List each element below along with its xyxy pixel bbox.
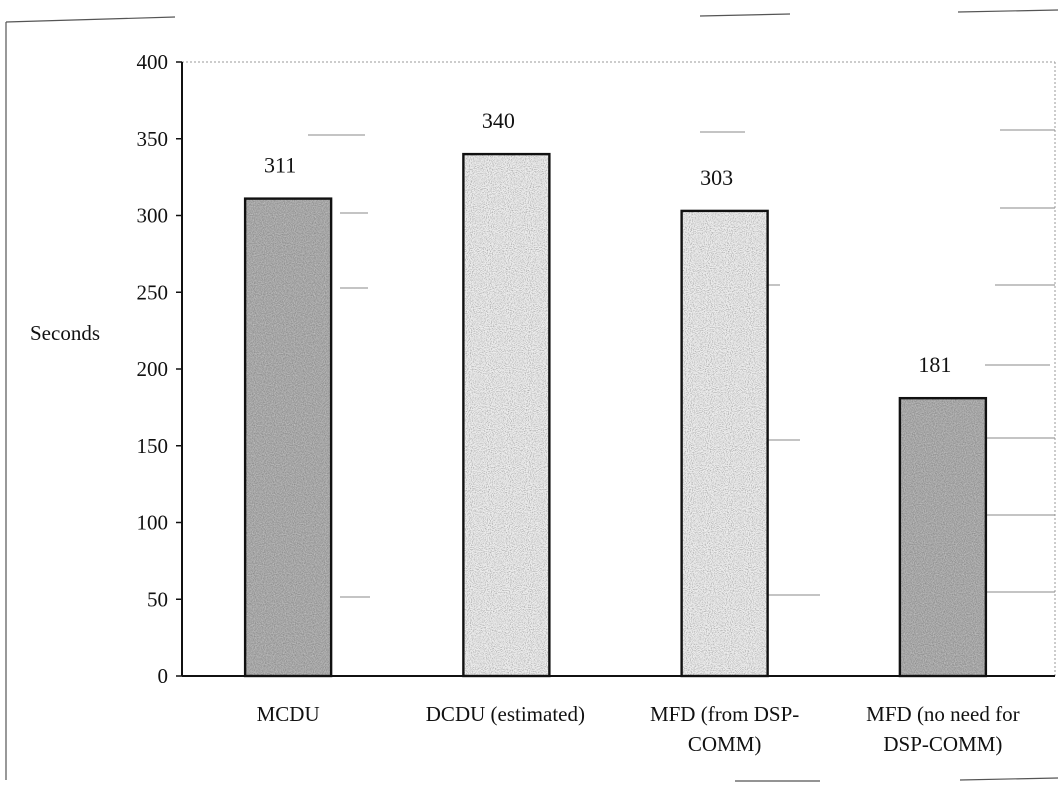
y-tick-label: 50 (147, 587, 168, 611)
y-tick-label: 350 (137, 127, 169, 151)
x-category-label: COMM) (688, 732, 762, 756)
frame-top-edge-right (957, 9, 1059, 13)
bar-texture (245, 198, 332, 677)
x-category-label: DCDU (estimated) (426, 702, 585, 726)
x-category-label: MFD (no need for (866, 702, 1019, 726)
y-tick-label: 400 (137, 50, 169, 74)
frame-top-edge-left (5, 16, 176, 23)
x-axis-category-labels: MCDU DCDU (estimated) MFD (from DSP- COMM) M… (257, 702, 1020, 756)
y-tick-label: 200 (137, 357, 169, 381)
y-axis-label: Seconds (30, 321, 100, 345)
y-axis-ticks: 0 50 100 150 200 250 300 350 400 (137, 50, 182, 688)
bar-data-label: 340 (482, 108, 515, 133)
bar-data-label: 303 (700, 165, 733, 190)
bar-texture (463, 154, 550, 677)
x-category-label: DSP-COMM) (883, 732, 1002, 756)
bar-data-label: 181 (918, 352, 951, 377)
x-category-label: MCDU (257, 702, 320, 726)
x-category-label: MFD (from DSP- (650, 702, 799, 726)
bars (243, 152, 988, 678)
frame-top-edge-mid (699, 13, 791, 17)
y-tick-label: 150 (137, 434, 169, 458)
y-tick-label: 250 (137, 280, 169, 304)
bar-texture (681, 210, 768, 676)
frame-bottom-edge-right (959, 777, 1059, 781)
y-tick-label: 100 (137, 511, 169, 535)
page-frame (5, 9, 1059, 782)
y-tick-label: 300 (137, 204, 169, 228)
bar-texture (899, 398, 986, 676)
scan-artifacts (308, 129, 1055, 598)
bar-data-label: 311 (264, 153, 296, 178)
data-labels: 311 340 303 181 (264, 108, 951, 377)
y-tick-label: 0 (158, 664, 169, 688)
